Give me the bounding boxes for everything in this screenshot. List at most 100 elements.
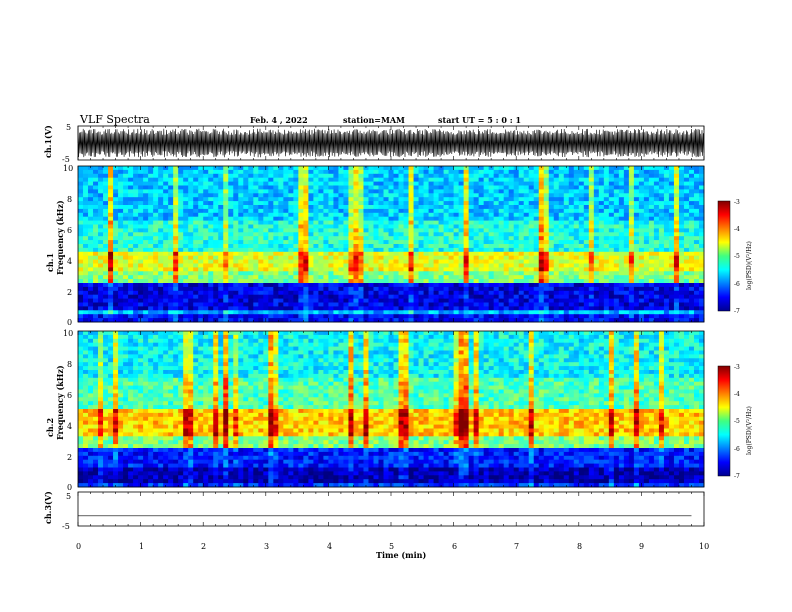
spectrogram-cell [463,197,470,202]
spectrogram-cell [633,279,640,284]
spectrogram-cell [218,290,224,296]
spectrogram-cell [388,224,394,229]
spectrogram-cell [488,177,495,182]
spectrogram-cell [383,263,389,268]
spectrogram-cell [508,189,515,194]
spectrogram-cell [283,197,289,202]
spectrogram-cell [343,247,349,253]
spectrogram-cell [493,193,500,198]
spectrogram-cell [278,302,284,307]
spectrogram-cell [83,205,89,210]
spectrogram-cell [228,173,234,179]
spectrogram-cell [433,255,439,260]
spectrogram-cell [478,208,485,214]
spectrogram-cell [608,271,615,276]
spectrogram-cell [648,169,655,175]
spectrogram-cell [308,232,314,237]
spectrogram-cell [118,286,124,292]
spectrogram-cell [108,189,114,194]
spectrogram-cell [593,310,600,315]
spectrogram-cell [683,286,690,292]
spectrogram-cell [393,177,399,182]
spectrogram-cell [473,251,480,257]
spectrogram-cell [623,290,630,296]
spectrogram-cell [568,232,575,237]
spectrogram-cell [608,279,615,284]
spectrogram-cell [108,185,114,190]
spectrogram-cell [333,247,339,253]
spectrogram-cell [338,232,344,237]
spectrogram-cell [458,263,465,268]
spectrogram-cell [298,236,304,241]
spectrogram-cell [563,240,570,245]
spectrogram-cell [618,240,625,245]
spectrogram-cell [173,310,179,315]
spectrogram-cell [443,244,449,249]
spectrogram-cell [413,201,419,206]
spectrogram-cell [543,263,550,268]
spectrogram-cell [648,216,655,221]
spectrogram-cell [113,263,119,268]
spectrogram-cell [588,251,595,257]
spectrogram-cell [578,232,585,237]
spectrogram-cell [213,232,219,237]
spectrogram-cell [568,240,575,245]
spectrogram-cell [348,244,354,249]
spectrogram-cell [568,310,575,315]
spectrogram-cell [273,314,279,319]
spectrogram-cell [543,173,550,179]
spectrogram-cell [263,228,269,233]
spectrogram-cell [113,251,119,257]
spectrogram-cell [488,201,495,206]
spectrogram-cell [98,294,104,299]
spectrogram-cell [138,173,144,179]
spectrogram-cell [268,166,274,171]
spectrogram-cell [518,177,525,182]
spectrogram-cell [388,294,394,299]
spectrogram-cell [398,173,404,179]
spectrogram-cell [308,216,314,221]
spectrogram-cell [533,267,540,272]
spectrogram-cell [678,267,685,272]
spectrogram-cell [328,286,334,292]
spectrogram-cell [568,220,575,225]
spectrogram-cell [483,236,490,241]
spectrogram-cell [308,275,314,280]
spectrogram-cell [248,212,254,218]
spectrogram-cell [153,224,159,229]
spectrogram-cell [658,193,665,198]
spectrogram-cell [113,240,119,245]
spectrogram-cell [308,244,314,249]
spectrogram-cell [398,259,404,264]
spectrogram-cell [608,169,615,175]
spectrogram-cell [503,201,510,206]
spectrogram-cell [573,290,580,296]
spectrogram-cell [358,279,364,284]
spectrogram-cell [378,279,384,284]
spectrogram-cell [363,283,369,288]
spectrogram-cell [573,224,580,229]
spectrogram-cell [118,193,124,198]
spectrogram-cell [163,181,169,186]
spectrogram-cell [328,240,334,245]
spectrogram-cell [698,294,705,299]
spectrogram-cell [83,181,89,186]
spectrogram-cell [133,197,139,202]
spectrogram-cell [468,177,475,182]
spectrogram-cell [238,290,244,296]
spectrogram-cell [238,224,244,229]
date-label: Feb. 4 , 2022 [250,115,308,125]
spectrogram-cell [653,255,660,260]
spectrogram-cell [533,310,540,315]
spectrogram-cell [628,193,635,198]
spectrogram-cell [543,244,550,249]
spectrogram-cell [588,208,595,214]
spectrogram-cell [658,263,665,268]
spectrogram-cell [218,263,224,268]
spectrogram-cell [103,208,109,214]
spectrogram-cell [523,216,530,221]
spectrogram-cell [268,310,274,315]
spectrogram-cell [528,166,535,171]
spectrogram-cell [243,263,249,268]
spectrogram-cell [268,279,274,284]
